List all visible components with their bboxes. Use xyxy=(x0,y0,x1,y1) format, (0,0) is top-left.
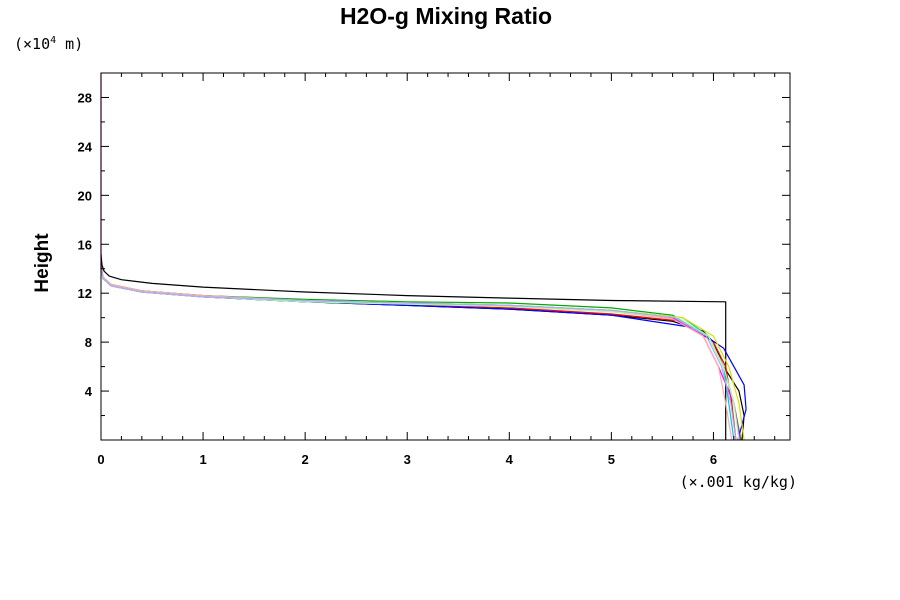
x-tick-label: 4 xyxy=(506,452,514,467)
series-line-7 xyxy=(100,73,741,441)
y-tick-label: 28 xyxy=(78,90,92,105)
chart-title: H2O-g Mixing Ratio xyxy=(340,3,552,29)
tick-layer xyxy=(100,72,790,440)
y-tick-label: 20 xyxy=(78,188,92,203)
plot-frame xyxy=(100,72,791,441)
y-axis-title: Height xyxy=(32,233,53,293)
x-tick-label: 6 xyxy=(710,452,717,467)
y-tick-label: 4 xyxy=(85,384,93,399)
series-line-5 xyxy=(100,268,747,441)
x-tick-label: 3 xyxy=(404,452,411,467)
x-tick-label: 0 xyxy=(97,452,104,467)
series-line-3 xyxy=(100,267,737,441)
x-unit-label: (×.001 kg/kg) xyxy=(680,473,797,491)
y-tick-label: 16 xyxy=(78,237,92,252)
x-tick-label: 1 xyxy=(199,452,206,467)
series-line-4 xyxy=(100,268,742,441)
y-unit-label: (×104 m) xyxy=(14,35,83,53)
series-line-11 xyxy=(100,269,737,441)
x-tick-label: 5 xyxy=(608,452,615,467)
y-tick-label: 12 xyxy=(78,286,92,301)
series-layer xyxy=(100,73,747,441)
series-line-9 xyxy=(100,268,733,441)
y-tick-label: 8 xyxy=(85,335,92,350)
series-line-2 xyxy=(100,266,745,441)
series-line-1 xyxy=(100,254,727,440)
x-tick-label: 2 xyxy=(302,452,309,467)
y-tick-label: 24 xyxy=(78,139,93,154)
